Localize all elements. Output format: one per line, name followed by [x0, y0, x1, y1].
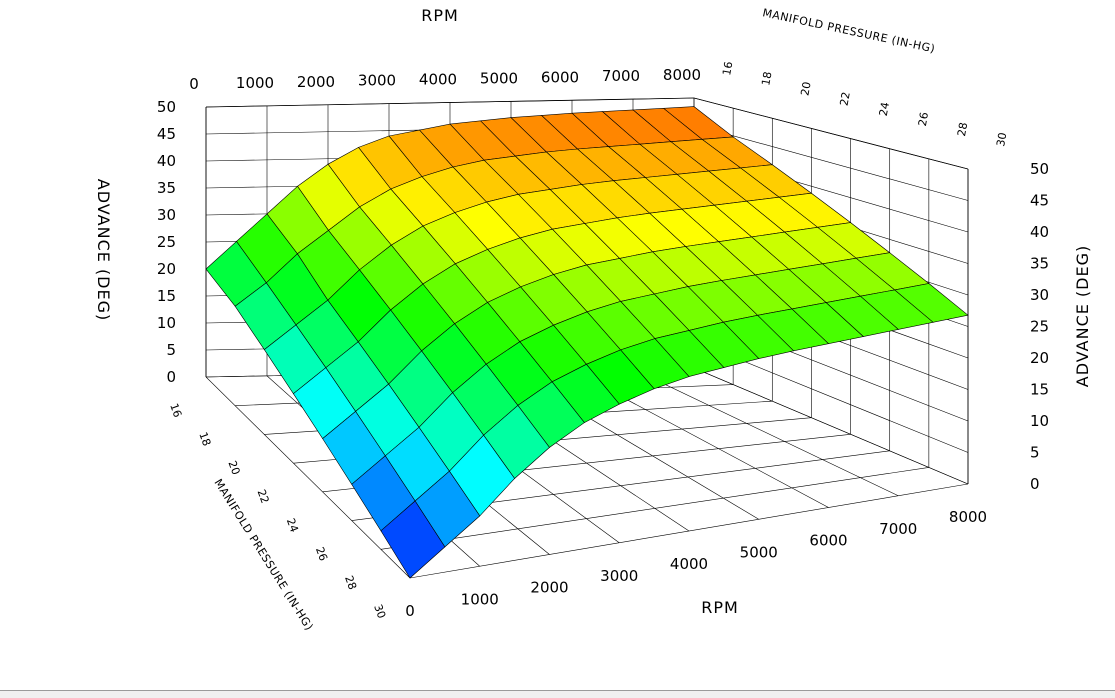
surface-cell — [380, 500, 446, 579]
z-axis-label-right: ADVANCE (DEG) — [1073, 245, 1092, 388]
x-tick-label-bottom: 4000 — [670, 555, 708, 573]
box-top-edge — [693, 97, 969, 170]
x-tick-label-bottom: 3000 — [600, 567, 638, 585]
x-tick-label-top: 7000 — [602, 67, 640, 85]
box-top-edge — [205, 97, 695, 108]
side-wall-grid-line — [693, 124, 969, 201]
z-tick-label-left: 25 — [157, 233, 176, 251]
z-tick-label-left: 30 — [157, 206, 176, 224]
floor-grid-line — [409, 483, 969, 579]
z-tick-label-right: 40 — [1030, 223, 1049, 241]
x-tick-label-bottom: 7000 — [879, 520, 917, 538]
y-axis-label-top: MANIFOLD PRESSURE (IN-HG) — [761, 6, 936, 55]
y-tick-label-top: 30 — [994, 131, 1009, 147]
z-tick-label-left: 0 — [166, 368, 176, 386]
y-tick-label-top: 24 — [877, 101, 892, 117]
y-tick-label-top: 18 — [759, 71, 774, 87]
z-tick-label-right: 20 — [1030, 349, 1049, 367]
x-tick-label-top: 3000 — [358, 72, 396, 90]
y-tick-label-left: 24 — [284, 516, 301, 534]
z-tick-label-left: 45 — [157, 125, 176, 143]
z-tick-label-right: 50 — [1030, 160, 1049, 178]
z-tick-label-left: 15 — [157, 287, 176, 305]
y-tick-label-top: 20 — [798, 81, 813, 97]
y-tick-label-top: 26 — [916, 111, 931, 127]
floor-grid-line — [380, 467, 929, 550]
z-tick-label-left: 50 — [157, 98, 176, 116]
z-tick-label-right: 5 — [1030, 444, 1040, 462]
y-tick-label-left: 16 — [167, 402, 184, 420]
z-tick-label-left: 40 — [157, 152, 176, 170]
y-tick-label-left: 26 — [313, 545, 330, 563]
y-tick-label-top: 22 — [838, 91, 853, 107]
x-tick-label-top: 5000 — [480, 69, 518, 87]
x-tick-label-bottom: 0 — [405, 602, 415, 620]
x-tick-label-top: 4000 — [419, 71, 457, 89]
z-tick-label-left: 10 — [157, 314, 176, 332]
window-status-bar — [0, 690, 1115, 698]
x-tick-label-top: 8000 — [663, 66, 701, 84]
y-tick-label-left: 22 — [255, 488, 272, 506]
z-tick-label-left: 5 — [166, 341, 176, 359]
tick-labels: 0 1000 2000 3000 4000 5000 6000 7000 80000100020… — [157, 60, 1049, 620]
x-tick-label-bottom: 6000 — [809, 532, 847, 550]
z-axis-label-left: ADVANCE (DEG) — [94, 179, 113, 322]
x-axis-label-top: RPM — [421, 6, 459, 25]
y-tick-label-left: 30 — [371, 603, 388, 621]
z-tick-label-right: 10 — [1030, 412, 1049, 430]
x-tick-label-bottom: 5000 — [740, 543, 778, 561]
surface-mesh — [205, 106, 969, 579]
z-tick-label-right: 0 — [1030, 475, 1040, 493]
y-tick-label-left: 20 — [225, 459, 242, 477]
x-axis-label-bottom: RPM — [701, 598, 739, 617]
x-tick-label-top: 6000 — [541, 68, 579, 86]
z-tick-label-right: 35 — [1030, 255, 1049, 273]
z-tick-label-left: 35 — [157, 179, 176, 197]
z-tick-label-right: 30 — [1030, 286, 1049, 304]
floor-grid-line — [205, 376, 411, 579]
z-tick-label-right: 25 — [1030, 318, 1049, 336]
y-tick-label-left: 28 — [342, 574, 359, 592]
x-tick-label-bottom: 8000 — [949, 508, 987, 526]
y-tick-label-top: 16 — [720, 60, 735, 76]
y-tick-label-top: 28 — [955, 121, 970, 137]
x-tick-label-top: 0 — [189, 75, 199, 93]
z-tick-label-right: 45 — [1030, 192, 1049, 210]
x-tick-label-bottom: 1000 — [461, 590, 499, 608]
floor-grid-line — [632, 368, 899, 497]
x-tick-label-bottom: 2000 — [530, 579, 568, 597]
x-tick-label-top: 2000 — [297, 73, 335, 91]
x-tick-label-top: 1000 — [236, 74, 274, 92]
z-tick-label-right: 15 — [1030, 381, 1049, 399]
z-tick-label-left: 20 — [157, 260, 176, 278]
side-wall-grid-line — [693, 367, 969, 485]
y-tick-label-left: 18 — [196, 430, 213, 448]
